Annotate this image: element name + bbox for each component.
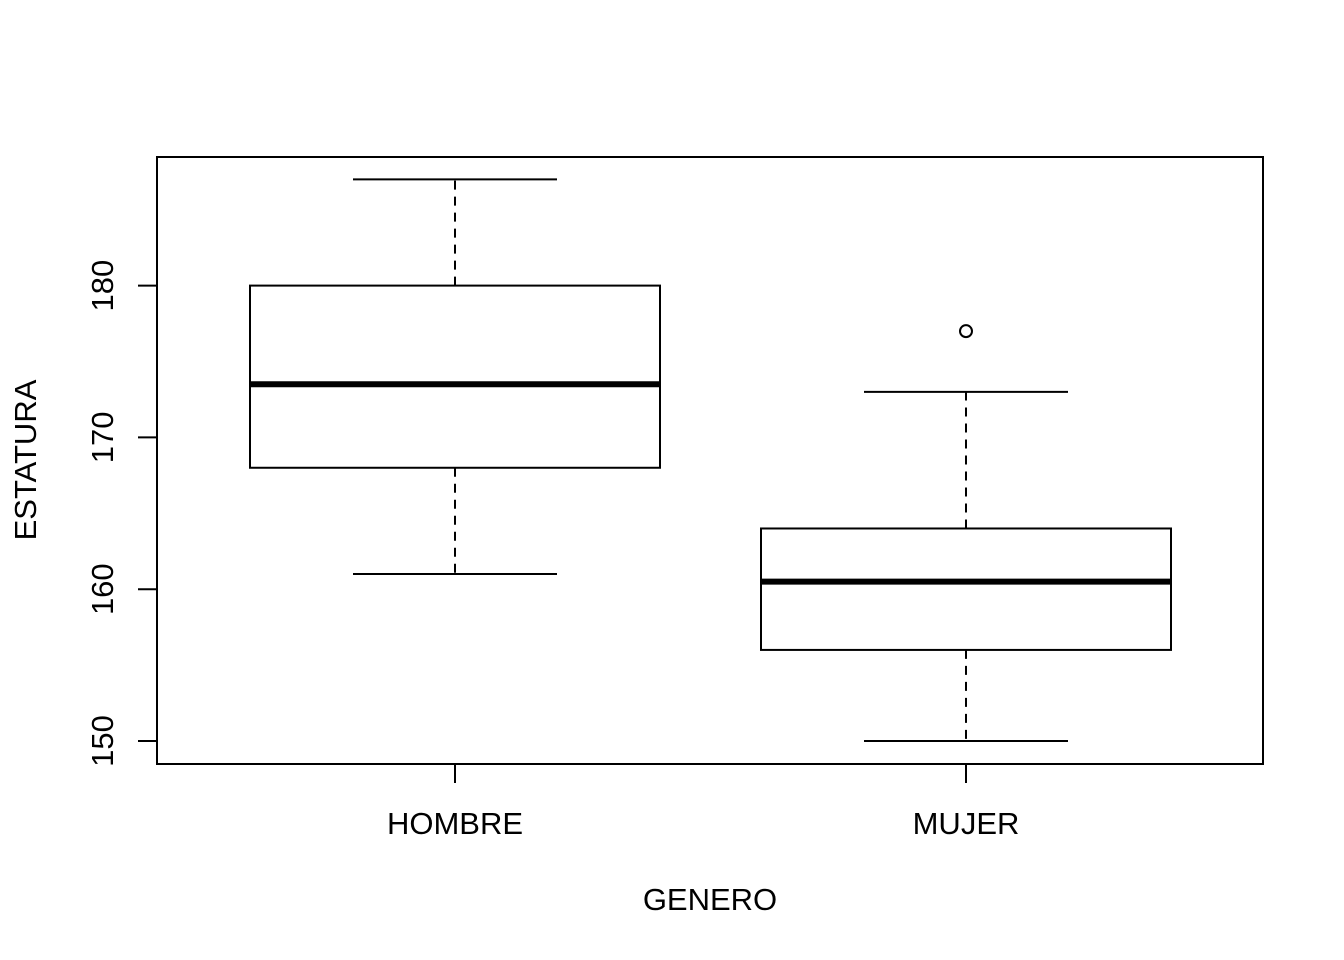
boxes-layer: [249, 178, 1172, 742]
y-tick-label: 160: [85, 563, 120, 615]
x-tick-label: HOMBRE: [387, 806, 523, 841]
box-group: [760, 324, 1172, 742]
y-tick-label: 150: [85, 715, 120, 767]
box-group: [249, 178, 661, 576]
outlier-point: [959, 324, 973, 339]
x-tick-label: MUJER: [913, 806, 1020, 841]
box-iqr: [760, 527, 1172, 651]
x-axis-title: GENERO: [643, 882, 777, 917]
y-tick-label: 170: [85, 412, 120, 464]
box-iqr: [249, 284, 661, 469]
y-tick-label: 180: [85, 260, 120, 312]
y-axis: 150 160 170 180: [85, 260, 158, 767]
x-axis: HOMBRE MUJER: [387, 763, 1020, 841]
y-axis-title: ESTATURA: [8, 379, 43, 540]
